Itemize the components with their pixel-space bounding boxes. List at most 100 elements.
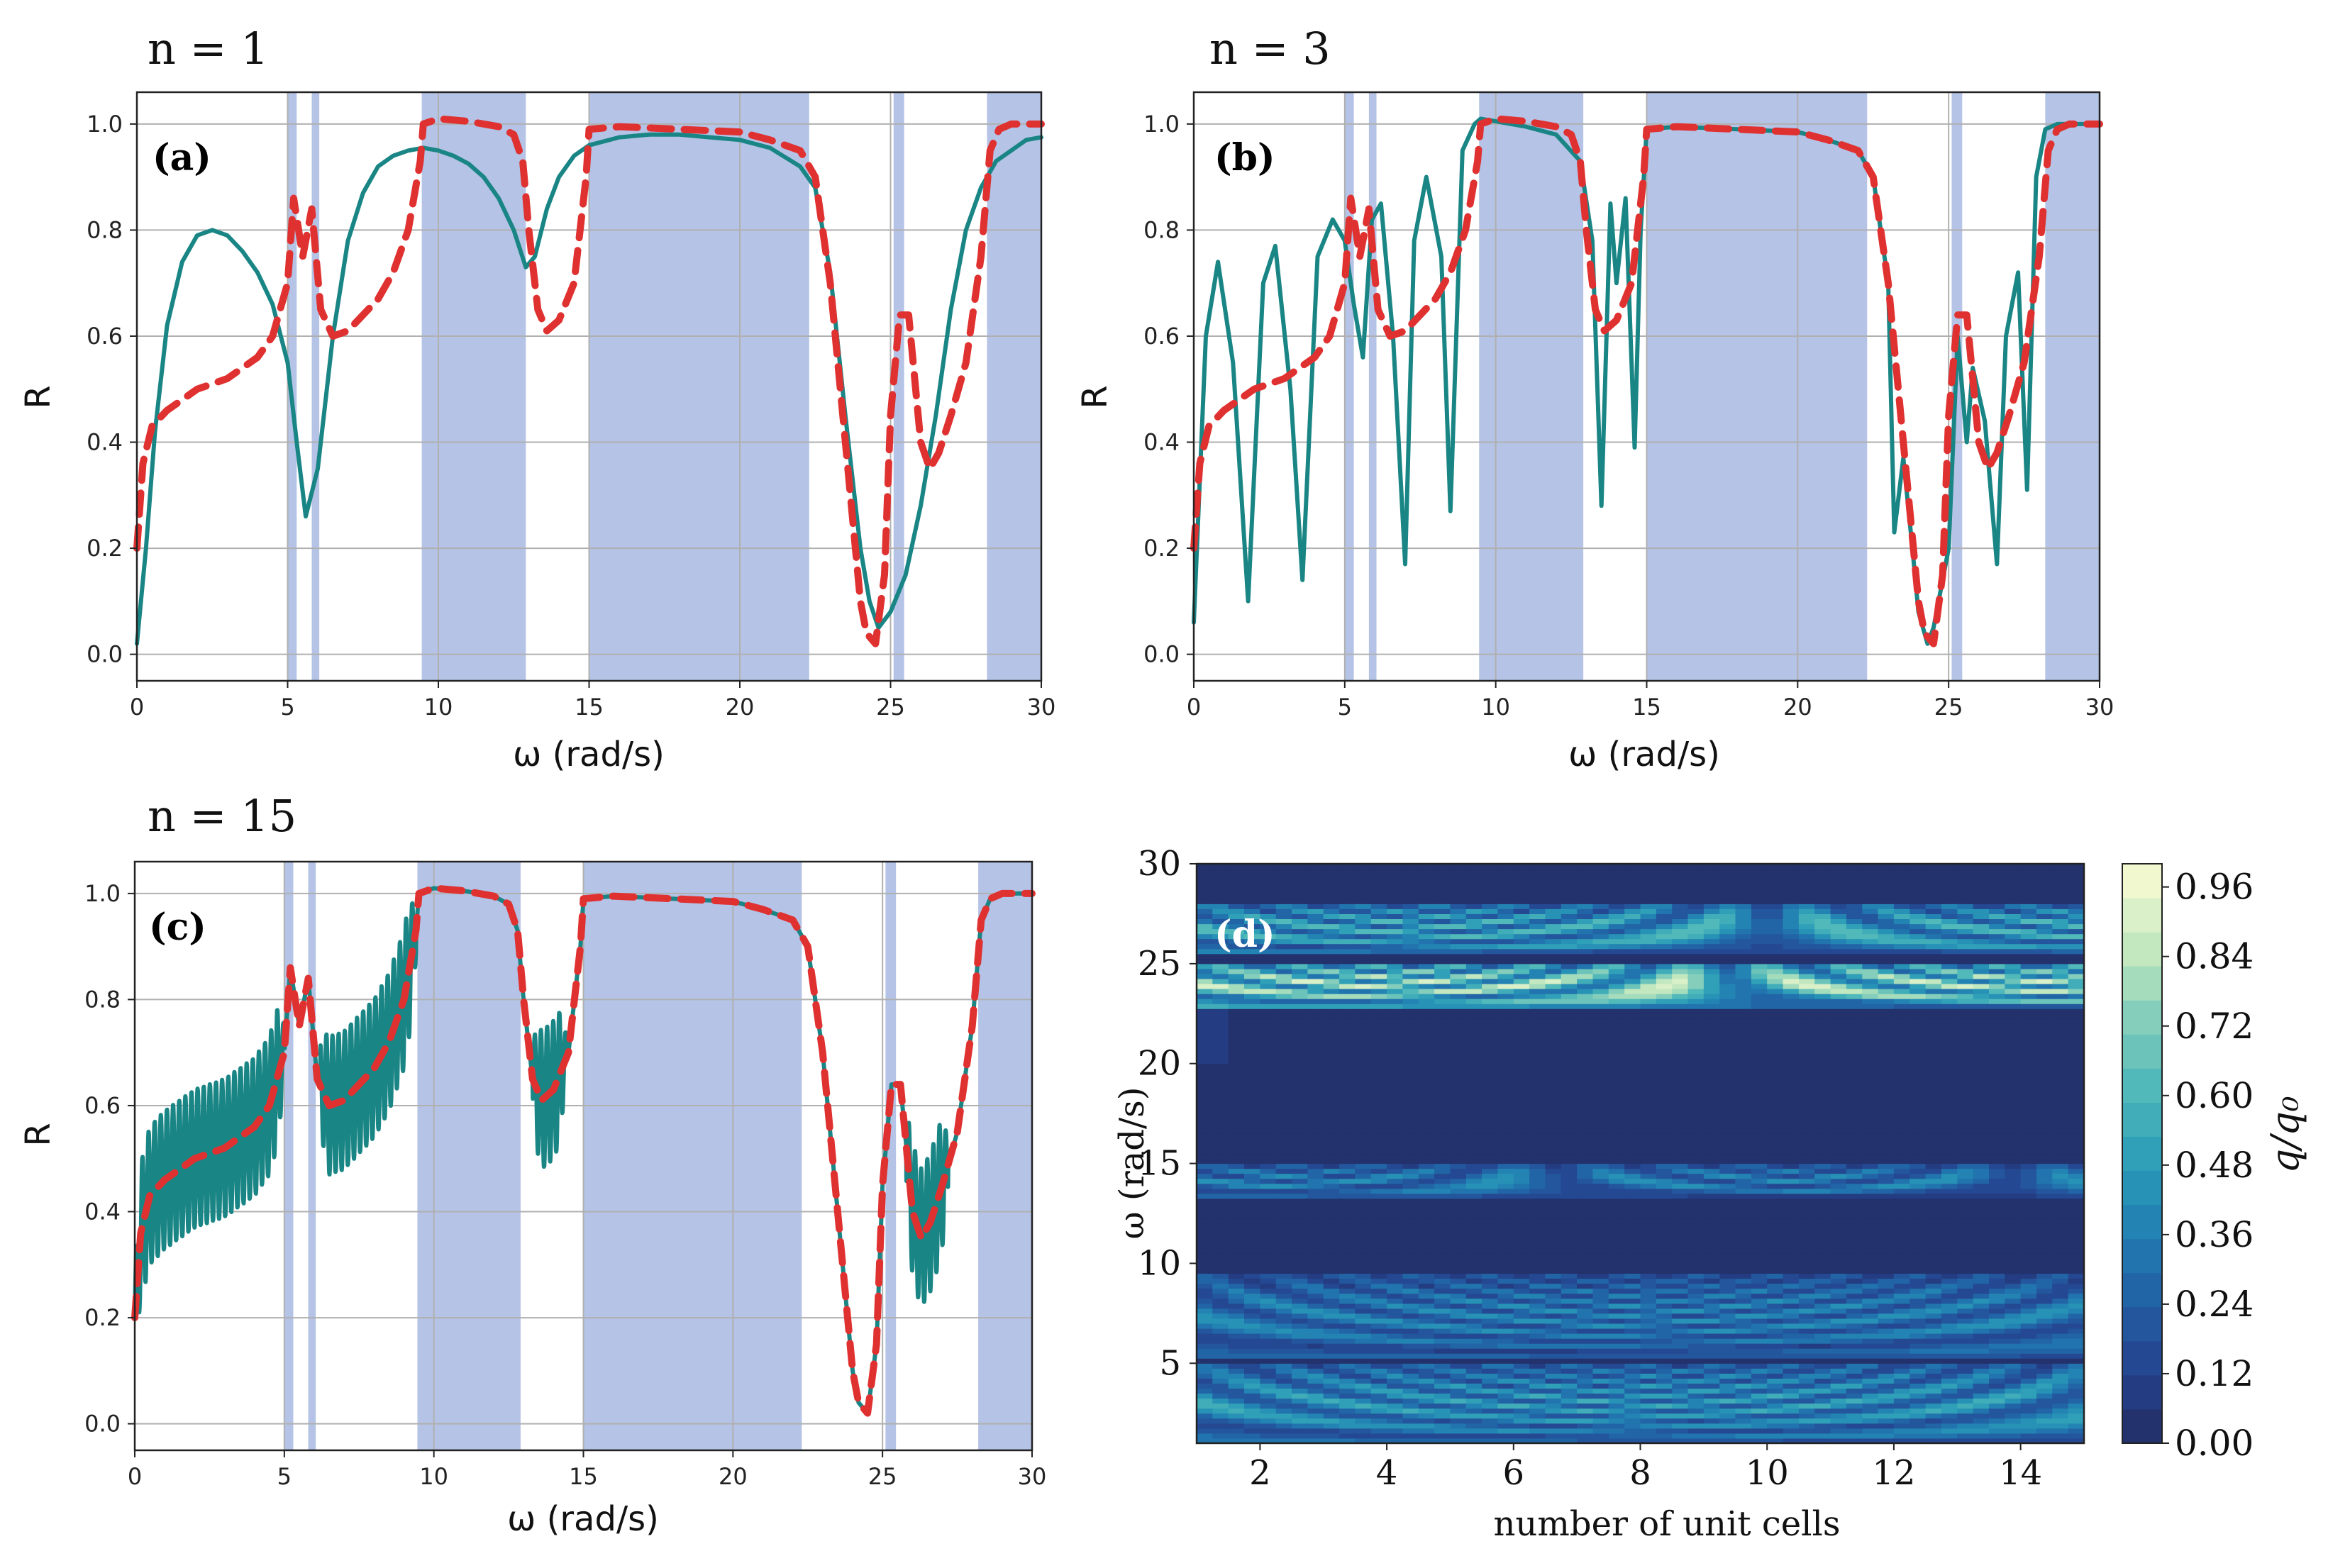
heatmap-cell <box>1465 1333 1482 1339</box>
heatmap-cell <box>1292 1253 1308 1259</box>
heatmap-cell <box>1640 1253 1657 1259</box>
heatmap-cell <box>1798 1083 1815 1089</box>
heatmap-cell <box>1307 928 1324 935</box>
heatmap-cell <box>1545 989 1562 994</box>
heatmap-cell <box>1703 1438 1720 1444</box>
heatmap-cell <box>1672 1198 1689 1204</box>
heatmap-cell <box>1355 1368 1372 1374</box>
heatmap-cell <box>1418 1398 1435 1404</box>
heatmap-cell <box>1640 1023 1657 1029</box>
panel-b-y-label: R <box>1075 385 1115 408</box>
heatmap-cell <box>1592 1008 1609 1014</box>
panel-a-bandgap-2 <box>421 92 526 681</box>
heatmap-cell <box>1719 1393 1736 1399</box>
heatmap-cell <box>1275 1083 1292 1089</box>
heatmap-cell <box>1656 1143 1673 1149</box>
heatmap-cell <box>1719 1168 1736 1174</box>
heatmap-cell <box>1260 1238 1277 1244</box>
heatmap-cell <box>1561 1193 1578 1199</box>
heatmap-cell <box>1465 1338 1482 1344</box>
heatmap-cell <box>1719 933 1736 940</box>
heatmap-cell <box>1197 1363 1213 1369</box>
heatmap-cell <box>1529 1183 1546 1189</box>
heatmap-cell <box>1418 1158 1435 1164</box>
heatmap-cell <box>1561 1043 1578 1050</box>
heatmap-cell <box>1275 984 1292 989</box>
heatmap-cell <box>1687 1243 1705 1249</box>
panel-b-bandgap-2 <box>1479 92 1584 681</box>
heatmap-cell <box>1735 1348 1752 1354</box>
heatmap-cell <box>1703 1358 1720 1364</box>
heatmap-cell <box>1545 928 1562 935</box>
heatmap-cell <box>1767 1223 1784 1229</box>
heatmap-cell <box>1656 1228 1673 1234</box>
heatmap-cell <box>1465 889 1482 894</box>
heatmap-cell <box>1355 1198 1372 1204</box>
heatmap-cell <box>1767 1273 1784 1279</box>
heatmap-cell <box>1387 938 1403 945</box>
heatmap-cell <box>1751 973 1768 979</box>
heatmap-cell <box>1640 1083 1657 1089</box>
heatmap-cell <box>1387 1003 1403 1009</box>
heatmap-cell <box>1751 1293 1768 1299</box>
heatmap-cell <box>1275 1358 1292 1364</box>
heatmap-cell <box>1450 958 1467 964</box>
heatmap-cell <box>1244 994 1260 999</box>
heatmap-cell <box>1260 1388 1277 1394</box>
heatmap-cell <box>1450 1223 1467 1229</box>
heatmap-cell <box>1735 864 1752 869</box>
heatmap-cell <box>1197 1178 1213 1184</box>
heatmap-cell <box>1703 1393 1720 1399</box>
heatmap-cell <box>1735 1163 1752 1169</box>
heatmap-cell <box>1735 1293 1752 1299</box>
panel-c-bandgap-5 <box>978 862 1032 1450</box>
heatmap-cell <box>1703 1094 1720 1099</box>
heatmap-cell <box>1482 864 1498 869</box>
heatmap-cell <box>1434 1088 1451 1094</box>
heatmap-cell <box>1624 1183 1641 1189</box>
heatmap-cell <box>1703 1193 1720 1199</box>
heatmap-cell <box>1212 884 1229 889</box>
heatmap-cell <box>1783 1108 1800 1114</box>
heatmap-cell <box>1370 1283 1387 1289</box>
heatmap-cell <box>1783 1278 1800 1284</box>
heatmap-cell <box>1292 1343 1308 1349</box>
panel-c-x-label: ω (rad/s) <box>507 1499 659 1539</box>
heatmap-cell <box>1719 1198 1736 1204</box>
heatmap-cell <box>1482 918 1498 925</box>
heatmap-cell <box>1244 1308 1260 1314</box>
heatmap-cell <box>1577 1438 1593 1444</box>
heatmap-cell <box>1640 899 1657 904</box>
heatmap-cell <box>1798 1073 1815 1079</box>
heatmap-cell <box>1513 1428 1530 1434</box>
heatmap-cell <box>1418 1343 1435 1349</box>
heatmap-cell <box>1735 1383 1752 1389</box>
heatmap-cell <box>1513 874 1530 879</box>
heatmap-cell <box>1513 913 1530 919</box>
heatmap-cell <box>1814 1008 1831 1014</box>
heatmap-cell <box>1260 1253 1277 1259</box>
heatmap-cell <box>1370 973 1387 979</box>
heatmap-cell <box>1529 979 1546 984</box>
heatmap-cell <box>1450 1103 1467 1109</box>
heatmap-cell <box>1624 918 1641 925</box>
heatmap-cell <box>1482 1273 1498 1279</box>
heatmap-cell <box>1292 1099 1308 1104</box>
heatmap-cell <box>1846 1193 1863 1199</box>
heatmap-cell <box>1450 973 1467 979</box>
heatmap-cell <box>1482 1023 1498 1029</box>
heatmap-cell <box>1561 1358 1578 1364</box>
heatmap-cell <box>1545 1138 1562 1144</box>
heatmap-cell <box>1577 989 1593 994</box>
heatmap-cell <box>1355 1133 1372 1139</box>
heatmap-cell <box>1513 1053 1530 1060</box>
heatmap-cell <box>1323 1233 1340 1239</box>
heatmap-cell <box>1561 1373 1578 1379</box>
heatmap-cell <box>1418 1388 1435 1394</box>
heatmap-cell <box>1830 1243 1847 1249</box>
heatmap-cell <box>1228 1293 1245 1299</box>
heatmap-cell <box>1244 1318 1260 1324</box>
heatmap-cell <box>1355 889 1372 894</box>
heatmap-cell <box>1783 1033 1800 1040</box>
heatmap-cell <box>1830 1118 1847 1124</box>
